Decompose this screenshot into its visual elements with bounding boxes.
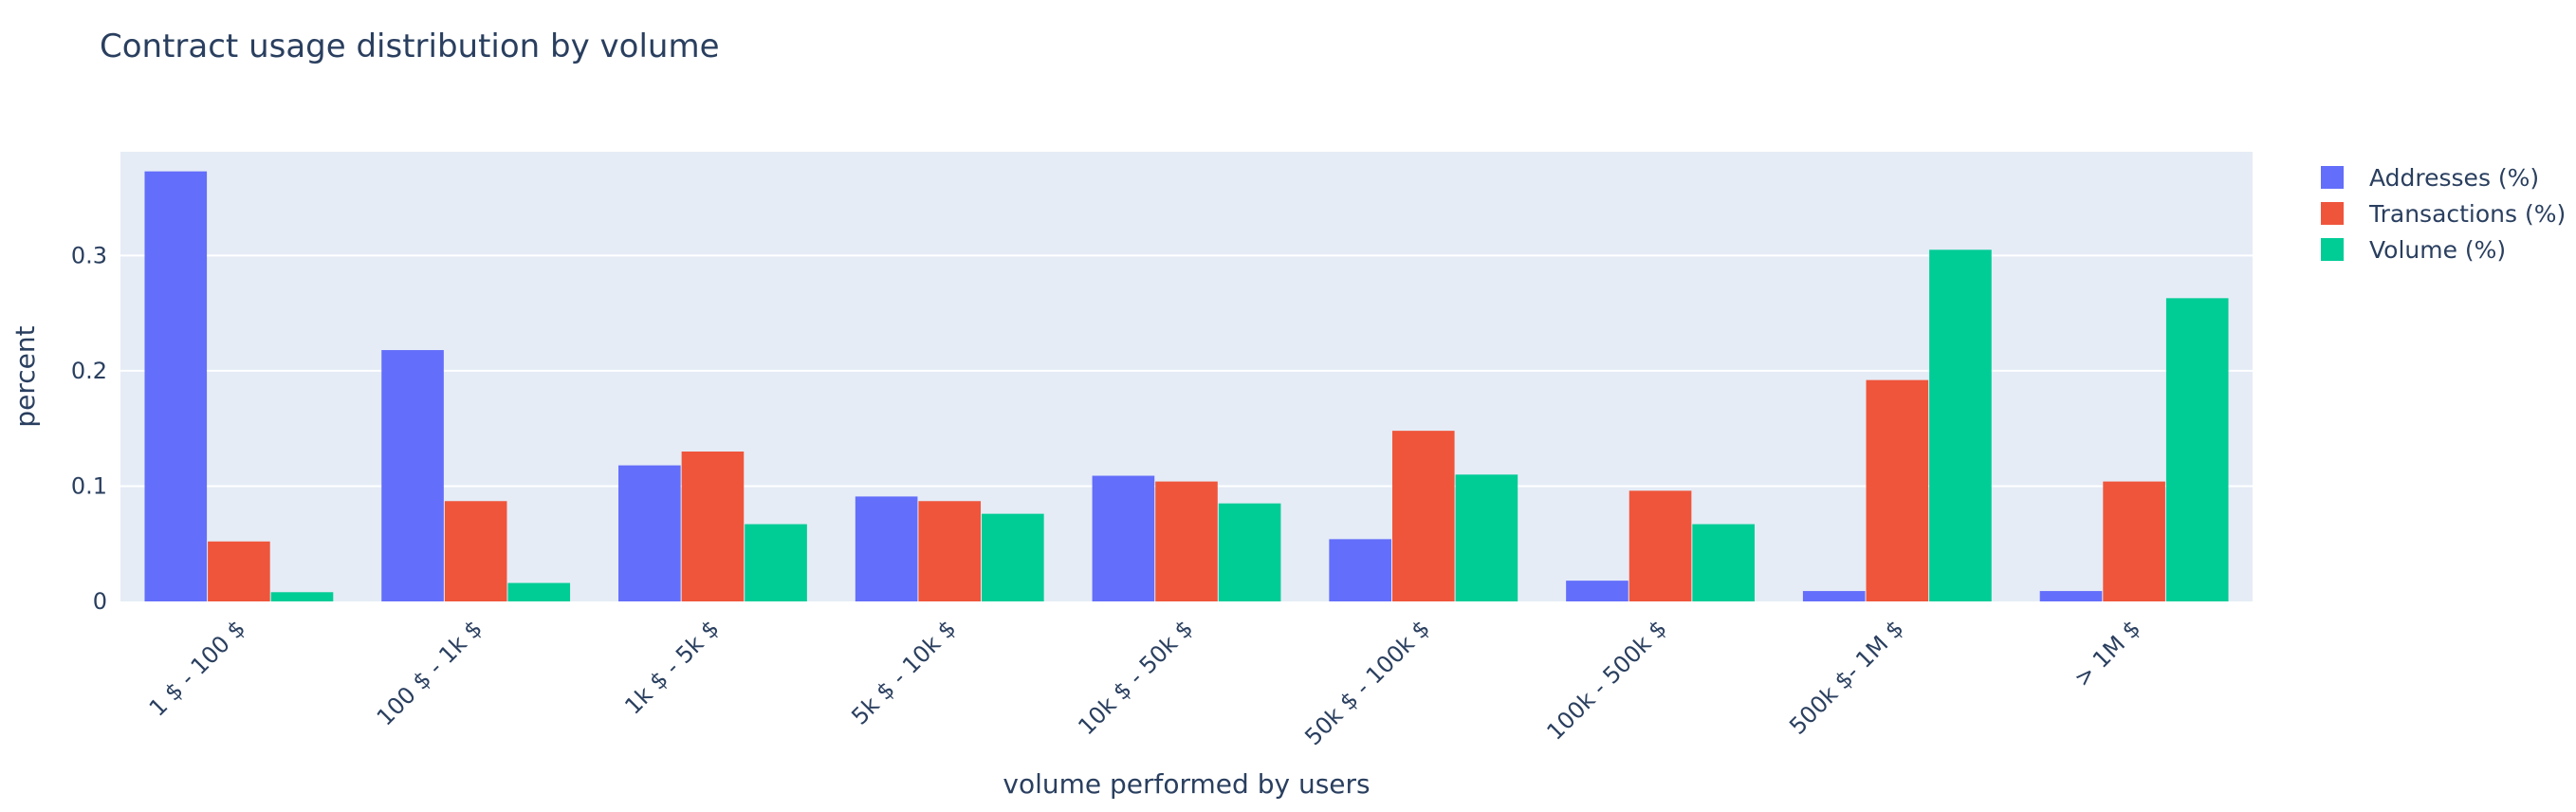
bar-volume-0: [270, 592, 334, 601]
bar-addresses-4: [1092, 475, 1155, 601]
bar-volume-2: [745, 524, 807, 601]
x-tick-label: 500k $- 1M $: [1784, 615, 1908, 739]
x-tick-label: 1k $ - 5k $: [619, 615, 724, 719]
bar-transactions-3: [918, 501, 982, 601]
bar-addresses-1: [381, 350, 444, 601]
x-tick-labels: 1 $ - 100 $ 100 $ - 1k $ 1k $ - 5k $ 5k $ -…: [144, 615, 2146, 750]
bar-volume-4: [1218, 503, 1281, 601]
y-tick-label: 0.2: [71, 358, 107, 384]
y-tick-label: 0: [93, 588, 107, 615]
y-tick-labels: 0 0.1 0.2 0.3: [71, 242, 107, 615]
bar-transactions-5: [1391, 431, 1455, 601]
bar-volume-7: [1929, 249, 1992, 601]
bar-volume-1: [507, 582, 571, 601]
bar-volume-8: [2165, 298, 2229, 601]
x-tick-label: 10k $ - 50k $: [1073, 615, 1198, 740]
bar-volume-5: [1455, 474, 1518, 601]
legend-label: Addresses (%): [2369, 164, 2539, 192]
x-tick-label: 100 $ - 1k $: [372, 615, 488, 730]
bar-addresses-6: [1566, 581, 1628, 601]
x-tick-label: 5k $ - 10k $: [846, 615, 961, 729]
bar-transactions-2: [681, 452, 745, 601]
x-tick-label: 1 $ - 100 $: [144, 615, 250, 721]
bar-addresses-8: [2039, 591, 2103, 601]
y-tick-label: 0.3: [71, 242, 107, 268]
x-axis-title: volume performed by users: [1003, 768, 1370, 800]
bar-transactions-1: [444, 501, 507, 601]
legend: Addresses (%) Transactions (%) Volume (%): [2321, 164, 2566, 264]
chart-title: Contract usage distribution by volume: [100, 28, 720, 65]
x-tick-label: 50k $ - 100k $: [1299, 615, 1435, 750]
x-tick-label: > 1M $: [2069, 615, 2145, 692]
bar-transactions-8: [2103, 481, 2165, 601]
bar-transactions-7: [1866, 379, 1929, 601]
legend-swatch: [2321, 166, 2344, 189]
bar-addresses-3: [855, 496, 918, 601]
legend-label: Transactions (%): [2368, 200, 2566, 228]
legend-swatch: [2321, 202, 2344, 225]
bar-transactions-6: [1628, 490, 1692, 601]
bar-transactions-0: [208, 541, 270, 601]
bar-transactions-4: [1155, 481, 1218, 601]
x-tick-label: 100k - 500k $: [1541, 615, 1671, 745]
bar-addresses-0: [144, 171, 208, 601]
bar-addresses-7: [1802, 591, 1866, 601]
bar-addresses-5: [1329, 539, 1391, 601]
legend-swatch: [2321, 238, 2344, 261]
y-axis-title: percent: [9, 325, 41, 427]
bars: [144, 171, 2229, 601]
bar-volume-6: [1692, 524, 1755, 601]
bar-addresses-2: [618, 465, 681, 601]
y-tick-label: 0.1: [71, 472, 107, 499]
legend-label: Volume (%): [2369, 236, 2506, 264]
bar-volume-3: [982, 513, 1044, 601]
